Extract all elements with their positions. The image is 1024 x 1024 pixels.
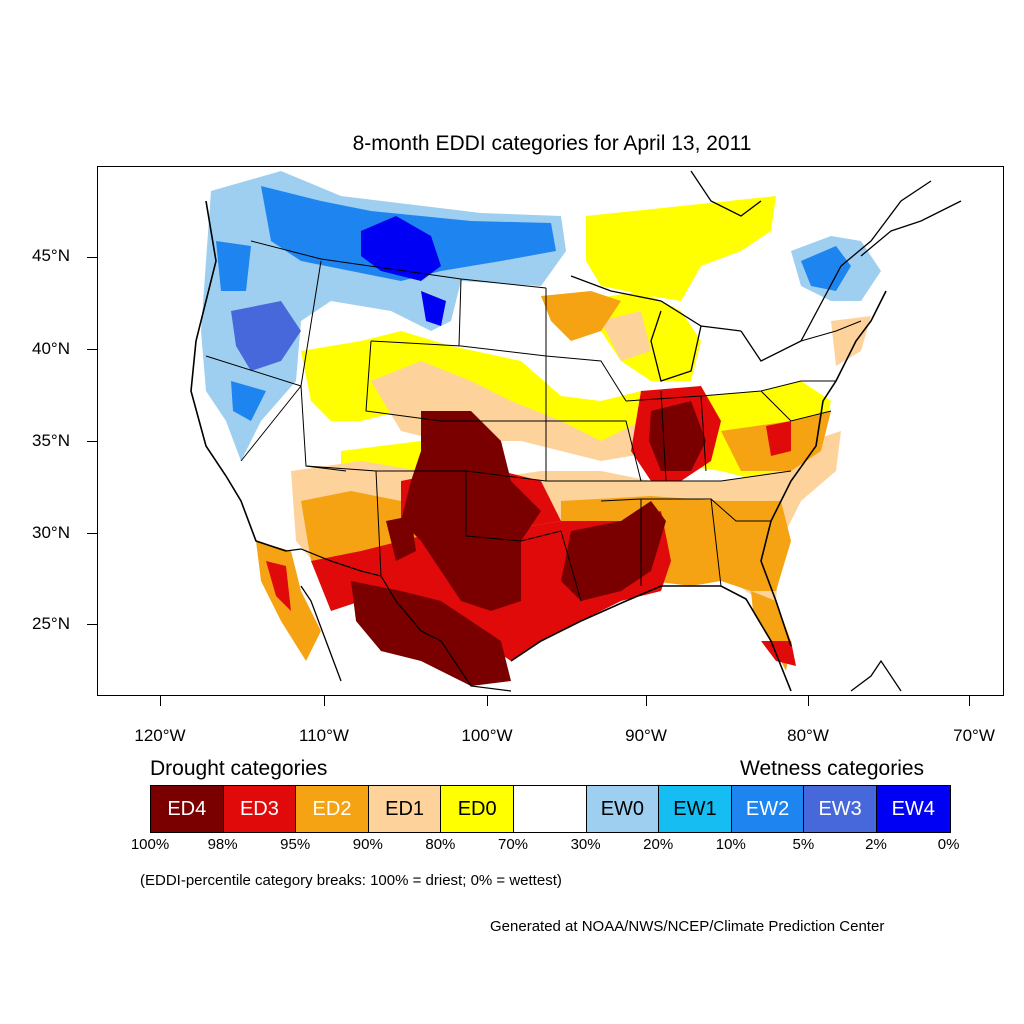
lon-label-120: 120°W [134, 726, 186, 745]
legend-swatch: ED4 [151, 786, 224, 832]
percentile-label: 90% [352, 836, 383, 853]
lon-tick [969, 696, 970, 706]
legend-swatch: ED2 [296, 786, 369, 832]
percentile-label: 0% [937, 836, 960, 853]
lon-tick [160, 696, 161, 706]
lon-label-100: 100°W [461, 726, 513, 745]
category-legend: ED4 ED3 ED2 ED1 ED0 EW0 EW1 EW2 EW3 EW4 [150, 785, 951, 833]
category-note: (EDDI-percentile category breaks: 100% =… [140, 872, 562, 889]
percentile-label: 100% [130, 836, 170, 853]
drought-heading: Drought categories [150, 757, 328, 780]
legend-swatch [513, 786, 587, 832]
lat-tick [87, 441, 97, 442]
lon-tick [808, 696, 809, 706]
credit-line: Generated at NOAA/NWS/NCEP/Climate Predi… [490, 918, 885, 935]
lon-tick [487, 696, 488, 706]
legend-swatch: ED3 [223, 786, 297, 832]
legend-swatch: EW3 [804, 786, 877, 832]
percentile-label: 70% [497, 836, 529, 853]
legend-swatch: ED1 [368, 786, 442, 832]
lat-label-35: 35°N [32, 431, 70, 450]
lon-tick [646, 696, 647, 706]
legend-swatch: EW0 [586, 786, 660, 832]
lat-label-40: 40°N [32, 339, 70, 358]
map-panel [97, 166, 1004, 696]
percentile-label: 2% [865, 836, 887, 853]
percentile-label: 10% [715, 836, 746, 853]
lat-tick [87, 349, 97, 350]
percentile-label: 98% [207, 836, 238, 853]
category-shading [191, 171, 886, 691]
lon-label-70: 70°W [953, 726, 995, 745]
lon-label-80: 80°W [787, 726, 829, 745]
lon-label-90: 90°W [625, 726, 667, 745]
legend-swatch: ED0 [441, 786, 514, 832]
lat-label-45: 45°N [32, 246, 70, 265]
lat-tick [87, 624, 97, 625]
boundary-lines [190, 170, 962, 692]
lon-tick [324, 696, 325, 706]
lat-label-25: 25°N [32, 614, 70, 633]
legend-swatch: EW1 [659, 786, 732, 832]
lat-tick [87, 257, 97, 258]
percentile-label: 80% [425, 836, 456, 853]
wetness-heading: Wetness categories [740, 757, 925, 780]
lat-label-30: 30°N [32, 523, 70, 542]
map-title: 8-month EDDI categories for April 13, 20… [352, 132, 752, 155]
percentile-label: 20% [643, 836, 674, 853]
percentile-label: 5% [792, 836, 815, 853]
legend-swatch: EW2 [731, 786, 805, 832]
percentile-label: 30% [570, 836, 601, 853]
eddi-map [190, 170, 962, 692]
legend-swatch: EW4 [876, 786, 950, 832]
lat-tick [87, 533, 97, 534]
lon-label-110: 110°W [299, 726, 349, 745]
percentile-label: 95% [280, 836, 311, 853]
